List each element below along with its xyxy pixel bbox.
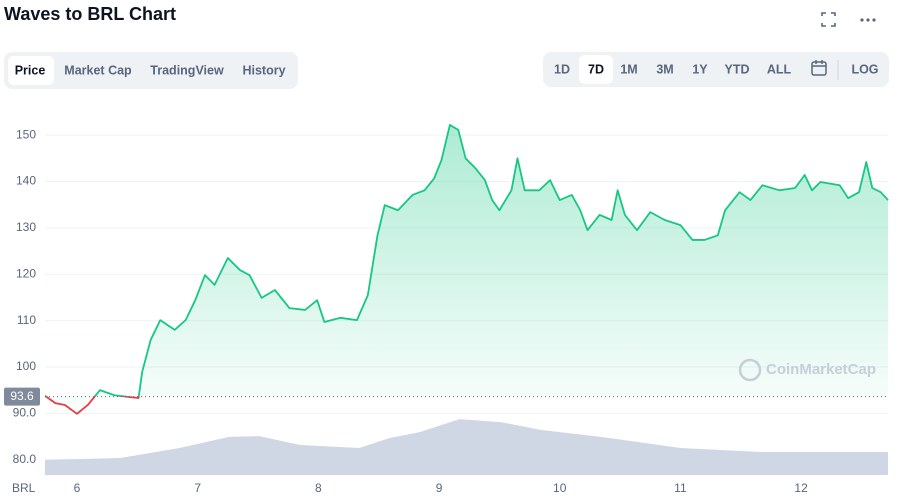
range-button[interactable]: 1M xyxy=(620,62,637,76)
axis-label: BRL xyxy=(12,481,36,495)
range-button[interactable]: ALL xyxy=(767,62,792,76)
x-tick-label: 10 xyxy=(553,481,567,495)
y-tick-label: 130 xyxy=(16,220,36,234)
watermark-text: CoinMarketCap xyxy=(766,361,876,378)
price-line xyxy=(44,124,889,415)
range-button[interactable]: 7D xyxy=(588,62,604,76)
baseline-label: 93.6 xyxy=(10,389,34,403)
tab[interactable]: History xyxy=(242,63,285,77)
x-tick-label: 6 xyxy=(74,481,81,495)
y-tick-label: 80.0 xyxy=(13,452,37,466)
x-tick-label: 7 xyxy=(194,481,201,495)
range-button[interactable]: 1Y xyxy=(692,62,708,76)
range-group xyxy=(543,52,889,87)
range-button[interactable]: 3M xyxy=(656,62,673,76)
tab-group xyxy=(4,52,298,89)
y-tick-label: 140 xyxy=(16,174,36,188)
y-tick-label: 90.0 xyxy=(13,406,37,420)
y-tick-label: 120 xyxy=(16,266,36,280)
calendar-icon[interactable] xyxy=(811,60,827,76)
tab[interactable]: Market Cap xyxy=(64,63,132,77)
baseline-label-box xyxy=(4,387,40,406)
x-tick-label: 8 xyxy=(315,481,322,495)
y-tick-label: 110 xyxy=(17,313,36,327)
x-tick-label: 11 xyxy=(674,481,687,495)
x-tick-label: 12 xyxy=(794,481,808,495)
y-tick-label: 150 xyxy=(16,127,36,141)
y-tick-label: 100 xyxy=(16,359,36,373)
active-tab xyxy=(8,56,54,85)
price-area xyxy=(45,124,888,414)
active-range xyxy=(579,55,613,84)
log-button[interactable]: LOG xyxy=(851,62,878,76)
chart-title: Waves to BRL Chart xyxy=(4,4,176,24)
range-button[interactable]: 1D xyxy=(554,62,570,76)
watermark: CoinMarketCap xyxy=(738,358,876,382)
x-tick-label: 9 xyxy=(436,481,443,495)
fullscreen-icon[interactable] xyxy=(821,12,836,27)
volume-area xyxy=(45,419,888,475)
tab[interactable]: Price xyxy=(15,63,46,77)
range-button[interactable]: YTD xyxy=(725,62,750,76)
tab[interactable]: TradingView xyxy=(150,63,224,77)
more-icon[interactable] xyxy=(860,18,876,22)
